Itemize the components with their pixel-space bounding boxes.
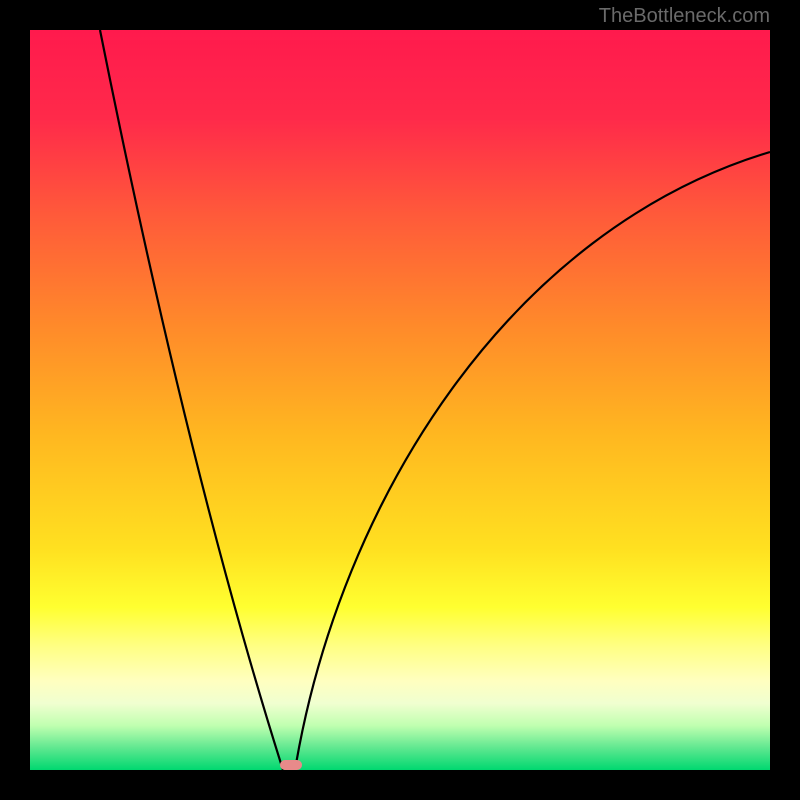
bottleneck-chart xyxy=(30,30,770,770)
curve-left-branch xyxy=(100,30,283,770)
watermark-text: TheBottleneck.com xyxy=(599,5,770,28)
curve-right-branch xyxy=(295,152,770,770)
optimal-point-marker xyxy=(280,760,302,770)
bottleneck-curve xyxy=(30,30,770,770)
